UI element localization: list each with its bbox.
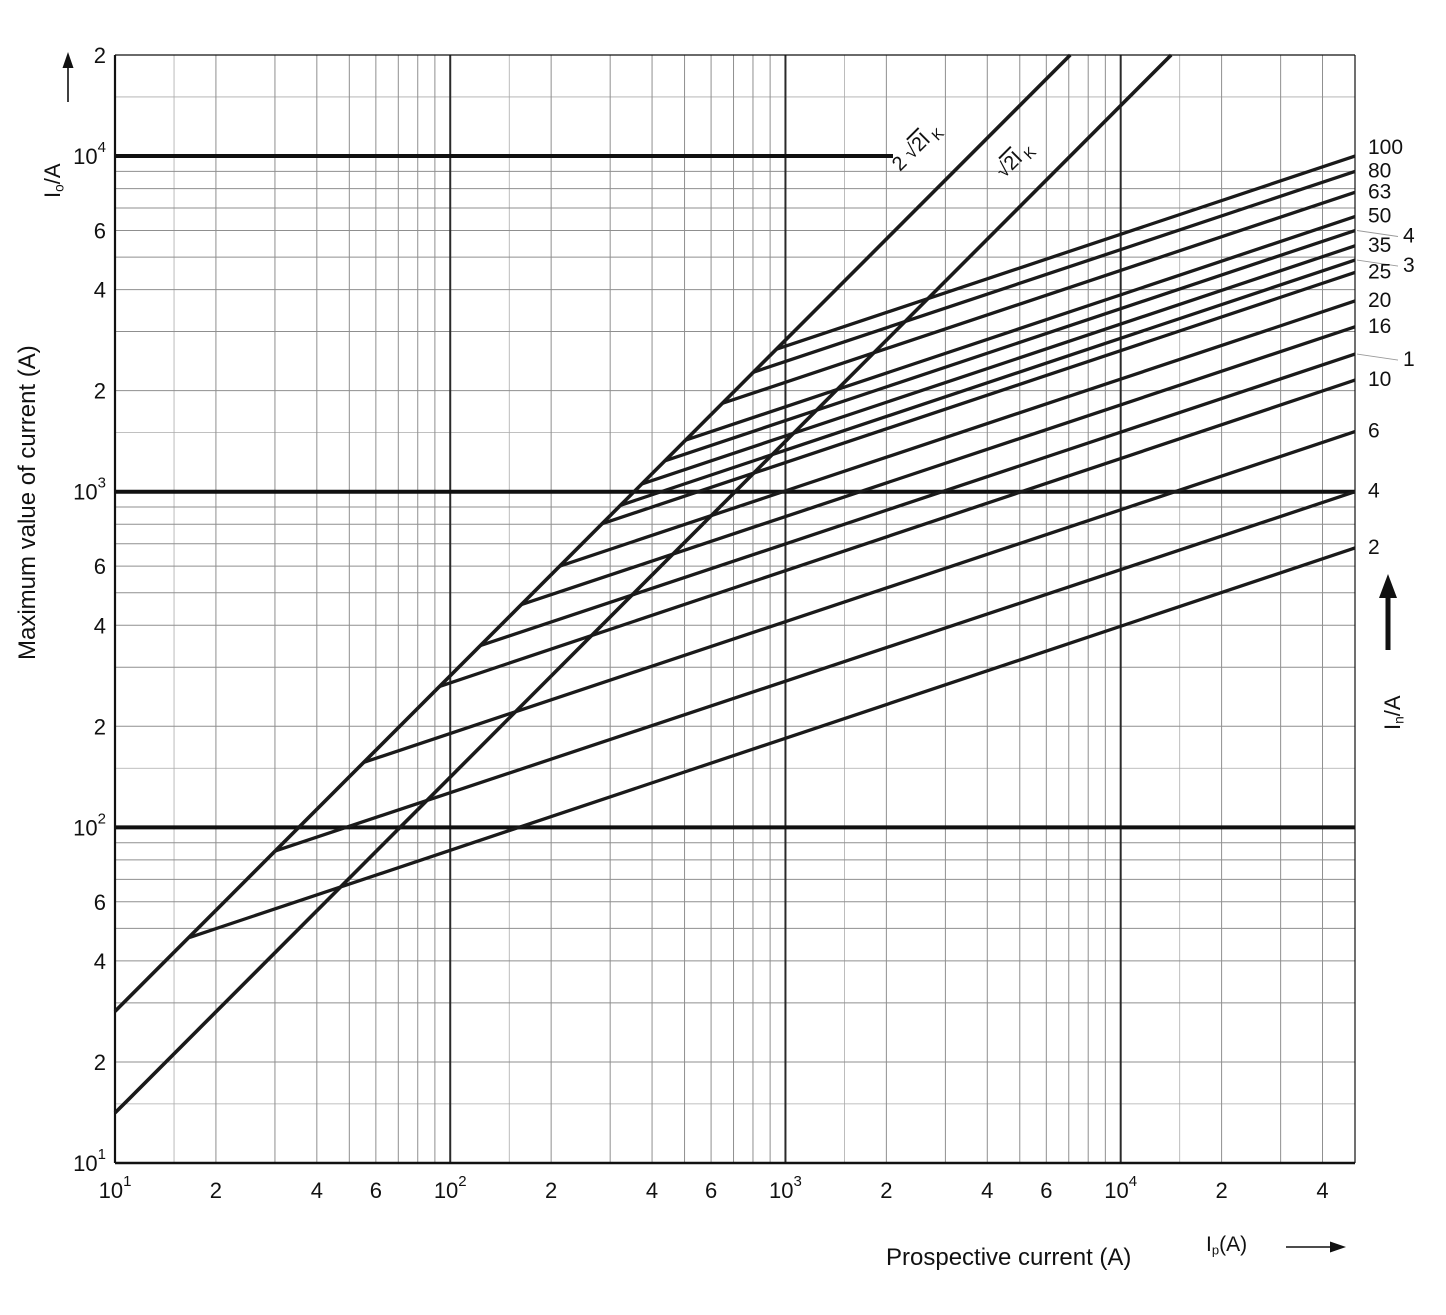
right-symbol-sub: n	[1391, 716, 1407, 724]
rating-line-2	[189, 546, 1356, 939]
x-tick-label: 104	[1104, 1173, 1137, 1203]
rating-line-100	[775, 154, 1356, 351]
rating-label-6: 6	[1368, 420, 1380, 443]
rating-label-4: 4	[1403, 225, 1415, 248]
x-tick-label: 6	[1040, 1178, 1052, 1203]
rating-line-25	[601, 270, 1356, 526]
y-tick-labels: 101 2 4 6 102 2 4 6 103 2 4 6 104 2	[73, 43, 106, 1176]
y-symbol-sub: o	[51, 184, 67, 192]
envelope-label-sqrt2-Ik: √2IK	[992, 138, 1040, 186]
y-tick-label: 103	[73, 475, 106, 505]
y-tick-label: 6	[94, 554, 106, 579]
rating-line-1	[479, 352, 1356, 648]
x-tick-label: 101	[99, 1173, 132, 1203]
in-axis-arrowhead-icon	[1379, 574, 1397, 598]
y-tick-label: 2	[94, 714, 106, 739]
rating-label-50: 50	[1368, 205, 1391, 228]
x-symbol-suffix: (A)	[1219, 1233, 1248, 1256]
x-tick-label: 6	[705, 1178, 717, 1203]
x-tick-label: 4	[981, 1178, 993, 1203]
rating-line-4	[274, 490, 1356, 853]
rating-curves	[189, 154, 1356, 939]
rating-label-1: 1	[1403, 348, 1415, 371]
rating-line-10	[439, 378, 1356, 688]
x-tick-label: 2	[880, 1178, 892, 1203]
y-tick-label: 2	[94, 43, 106, 68]
rating-label-100: 100	[1368, 136, 1403, 159]
x-tick-label: 4	[1316, 1178, 1328, 1203]
y-axis-title: Maximum value of current (A)	[14, 345, 41, 660]
x-tick-label: 4	[311, 1178, 323, 1203]
rating-label-2: 2	[1368, 536, 1380, 559]
y-axis-arrowhead-icon	[62, 52, 74, 68]
y-tick-label: 4	[94, 613, 106, 638]
y-axis-symbol: Io/A	[40, 164, 66, 199]
grid-minor	[115, 55, 1355, 1163]
x-axis-title: Prospective current (A)	[886, 1244, 1132, 1271]
rating-label-10: 10	[1368, 368, 1391, 391]
right-symbol-suffix: /A	[1380, 695, 1405, 717]
x-tick-labels: 101 2 4 6 102 2 4 6 103 2 4 6 104 2 4	[99, 1173, 1329, 1203]
x-symbol-base: I	[1206, 1233, 1212, 1256]
x-tick-label: 102	[434, 1173, 467, 1203]
envelope-line-sqrt2-Ik	[113, 53, 1173, 1115]
rating-line-50	[685, 215, 1356, 442]
x-symbol-sub: p	[1211, 1242, 1220, 1258]
y-tick-label: 104	[73, 139, 106, 169]
rating-label-80: 80	[1368, 159, 1391, 182]
rating-label-3: 3	[1403, 254, 1415, 277]
right-symbol-base: I	[1380, 723, 1405, 730]
rating-label-4: 4	[1368, 480, 1380, 503]
x-axis-symbol: Ip(A)	[1206, 1233, 1247, 1257]
rating-line-6	[362, 430, 1356, 765]
right-axis-symbol: In/A	[1380, 696, 1406, 731]
x-tick-label: 103	[769, 1173, 802, 1203]
svg-text:√2IK: √2IK	[992, 138, 1040, 186]
svg-text:2 √2IK: 2 √2IK	[888, 119, 948, 179]
envelope-line-2sqrt2-Ik	[113, 53, 1072, 1013]
rating-label-leader	[1356, 353, 1399, 361]
x-tick-label: 2	[1215, 1178, 1227, 1203]
x-tick-label: 6	[370, 1178, 382, 1203]
rating-label-63: 63	[1368, 180, 1391, 203]
y-tick-label: 2	[94, 1050, 106, 1075]
rating-label-20: 20	[1368, 289, 1391, 312]
rating-line-16	[520, 325, 1356, 607]
y-tick-label: 102	[73, 810, 106, 840]
rating-line-63	[721, 190, 1356, 405]
x-tick-label: 2	[210, 1178, 222, 1203]
y-tick-label: 4	[94, 949, 106, 974]
rating-line-35	[641, 244, 1356, 486]
rating-line-80	[752, 169, 1356, 374]
grid-decade	[449, 55, 1122, 1163]
x-tick-label: 4	[646, 1178, 658, 1203]
y-tick-label: 101	[73, 1146, 106, 1176]
y-tick-label: 4	[94, 278, 106, 303]
y-symbol-base: I	[40, 191, 65, 198]
envelope-label-2sqrt2-Ik: 2 √2IK	[888, 119, 948, 179]
rating-line-3	[619, 258, 1356, 507]
rating-label-25: 25	[1368, 260, 1391, 283]
x-axis-arrowhead-icon	[1330, 1241, 1346, 1253]
rating-label-35: 35	[1368, 234, 1391, 257]
axis-arrows	[62, 52, 1397, 1253]
rating-label-16: 16	[1368, 315, 1391, 338]
rating-label-leader	[1356, 230, 1399, 237]
grid-fine	[115, 55, 1355, 1163]
rating-line-4	[664, 228, 1356, 463]
y-symbol-suffix: /A	[40, 163, 65, 185]
rating-line-20	[559, 299, 1356, 568]
x-tick-label: 2	[545, 1178, 557, 1203]
plot-frame	[113, 54, 1356, 1165]
y-tick-label: 2	[94, 379, 106, 404]
y-tick-label: 6	[94, 890, 106, 915]
rating-label-leader	[1356, 259, 1399, 267]
y-tick-label: 6	[94, 219, 106, 244]
